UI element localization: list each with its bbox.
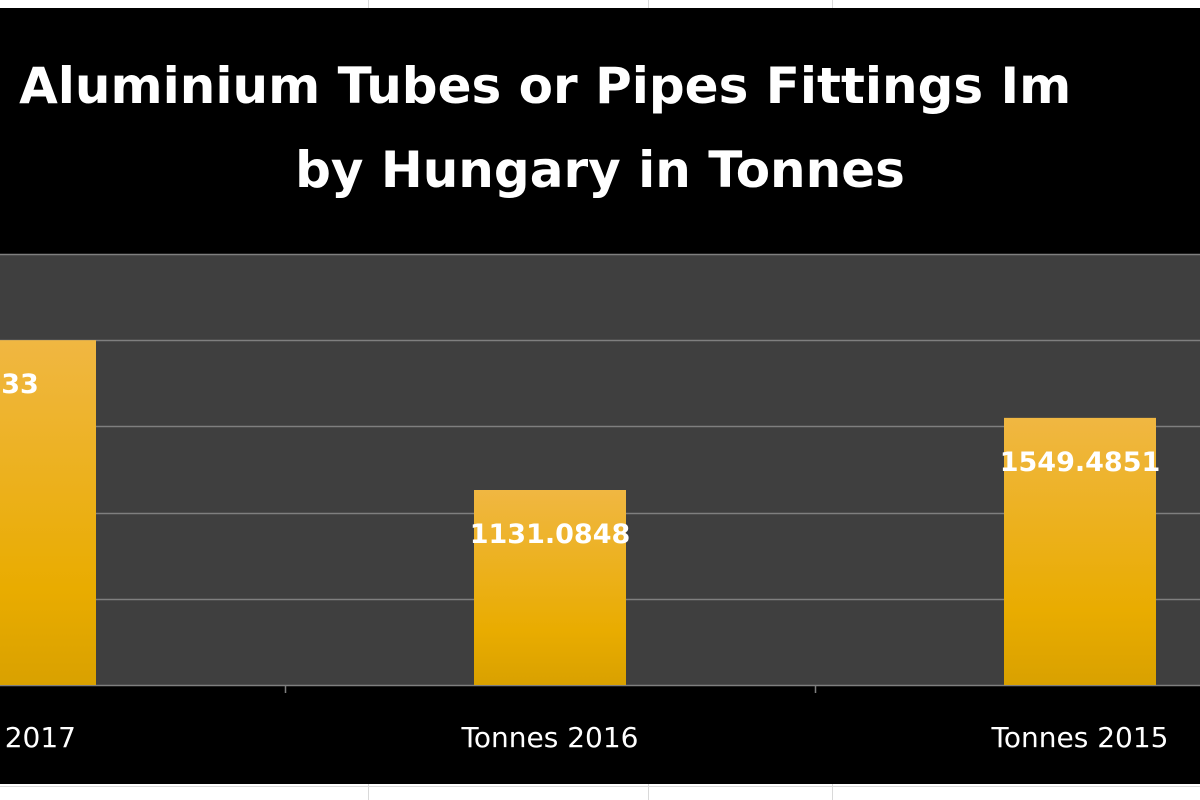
data-label: 33 xyxy=(1,369,39,400)
chart-title-line-1: nated Aluminium Tubes or Pipes Fittings … xyxy=(0,57,1072,115)
chart-area[interactable]: 33 es 2017 1131.0848 Tonnes 2016 1549.4851 To… xyxy=(0,8,1200,784)
bar xyxy=(0,340,96,685)
x-tick-label: es 2017 xyxy=(0,721,76,754)
data-label: 1549.4851 xyxy=(1000,447,1161,478)
x-tick-label: Tonnes 2016 xyxy=(461,721,639,754)
data-label: 1131.0848 xyxy=(470,519,631,550)
bar xyxy=(1004,417,1156,685)
bar xyxy=(474,490,626,685)
chart-title-line-2: by Hungary in Tonnes xyxy=(295,141,905,199)
chart-title: nated Aluminium Tubes or Pipes Fittings … xyxy=(0,8,1200,248)
x-tick-label: Tonnes 2015 xyxy=(991,721,1169,754)
bar-chart: 33 es 2017 1131.0848 Tonnes 2016 1549.4851 To… xyxy=(0,253,1200,754)
